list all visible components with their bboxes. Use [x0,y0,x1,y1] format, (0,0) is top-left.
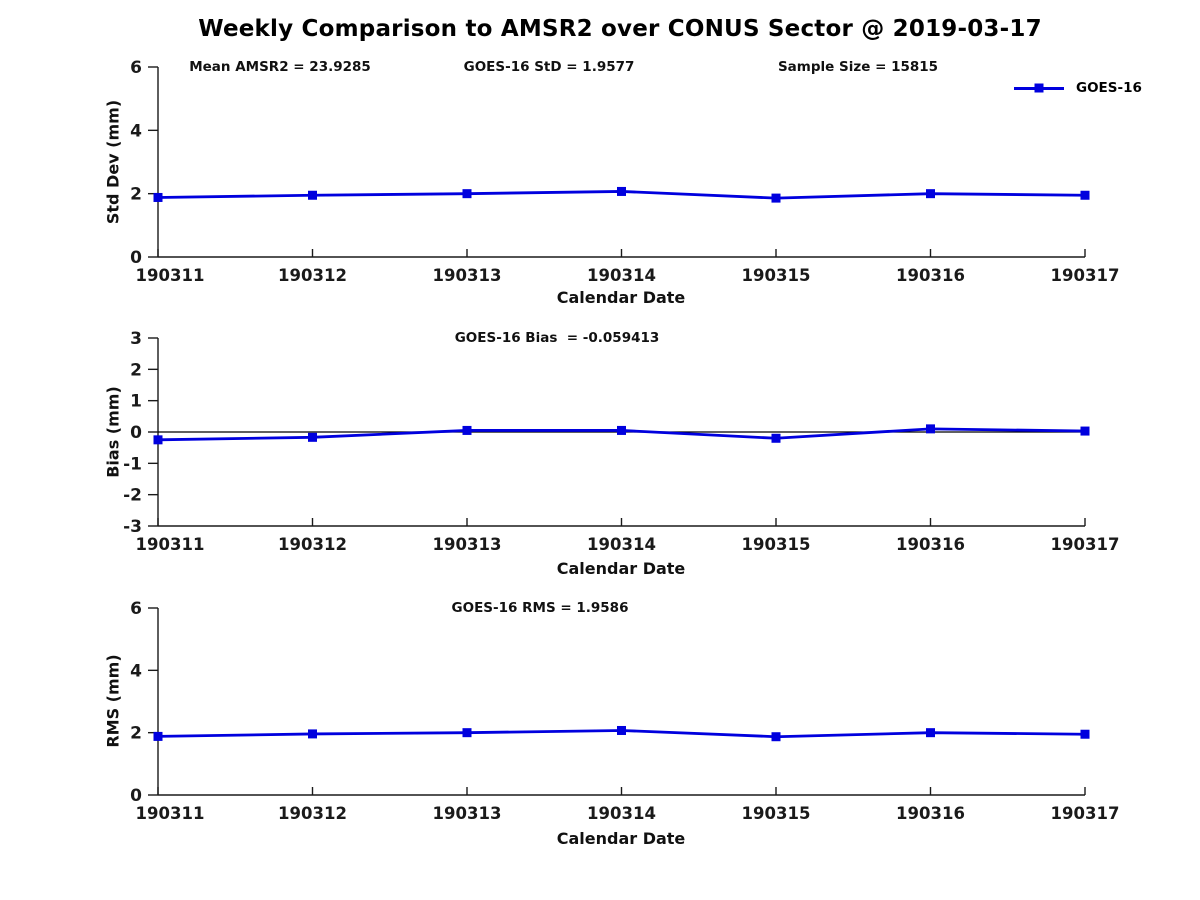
y-tick-label: 1 [130,392,142,412]
subplot-1: 0 2 4 6 190311 190312 190313 190314 190315 190316… [130,58,1119,285]
data-point-marker [153,435,163,445]
y-tick-label: 2 [130,724,142,744]
data-point-marker [1080,190,1090,200]
x-tick-label: 190317 [1051,535,1120,554]
x-tick-label: 190311 [136,266,205,285]
data-point-marker [462,728,472,738]
y-tick-label: 6 [130,58,142,78]
x-tick-label: 190315 [742,266,811,285]
y-tick-label: 6 [130,599,142,619]
data-point-marker [926,424,935,434]
data-point-marker [308,432,317,442]
x-tick-label: 190313 [433,804,502,823]
xlabel-calendar-date-2: Calendar Date [556,559,686,578]
data-point-marker [462,189,472,199]
y-tick-label: 0 [130,786,142,806]
data-point-marker [771,732,781,742]
x-tick-label: 190312 [278,804,347,823]
annotation-goes16-std: GOES-16 StD = 1.9577 [463,59,635,75]
data-point-marker [1080,729,1090,739]
data-point-marker [926,728,935,738]
x-tick-label: 190316 [896,535,965,554]
data-point-marker [617,186,626,196]
y-tick-label: 4 [130,661,142,681]
xlabel-calendar-date-1: Calendar Date [556,288,686,307]
data-point-marker [1080,426,1090,436]
subplot-3: 0 2 4 6 190311 190312 190313 190314 190315 190316… [130,599,1119,823]
y-tick-label: 4 [130,121,142,141]
y-tick-label: 0 [130,423,142,443]
legend: GOES-16 [1014,80,1142,96]
data-point-marker [462,425,472,435]
data-point-marker [153,192,163,202]
data-point-marker [771,193,781,203]
annotation-sample-size: Sample Size = 15815 [777,59,939,75]
data-point-marker [308,729,317,739]
figure-title: Weekly Comparison to AMSR2 over CONUS Se… [198,16,1042,42]
legend-square-marker-icon [1034,83,1044,93]
ylabel-rms: RMS (mm) [103,654,123,748]
xlabel-calendar-date-3: Calendar Date [556,829,686,848]
ylabel-bias: Bias (mm) [103,386,123,478]
y-tick-label: 2 [130,360,142,380]
x-tick-label: 190314 [587,266,656,285]
x-tick-label: 190312 [278,535,347,554]
subplot-title-rms: GOES-16 RMS = 1.9586 [451,600,629,616]
data-point-marker [771,433,781,443]
ylabel-stddev: Std Dev (mm) [103,99,123,225]
x-tick-label: 190312 [278,266,347,285]
y-tick-label: 2 [130,185,142,205]
x-tick-label: 190314 [587,535,656,554]
x-tick-label: 190315 [742,804,811,823]
x-tick-label: 190317 [1051,266,1120,285]
data-point-marker [926,189,935,199]
y-tick-label: -3 [123,517,142,537]
subplot-2: -3 -2 -1 0 1 2 3 190311 190312 190313 190314 190315… [123,329,1119,554]
x-tick-label: 190313 [433,535,502,554]
legend-line-sample [1014,83,1064,93]
data-point-marker [617,725,626,735]
x-tick-label: 190311 [136,804,205,823]
x-tick-label: 190315 [742,535,811,554]
legend-label: GOES-16 [1076,80,1142,96]
x-tick-label: 190317 [1051,804,1120,823]
subplot-title-bias: GOES-16 Bias = -0.059413 [454,330,660,346]
data-point-marker [153,731,163,741]
x-tick-label: 190313 [433,266,502,285]
x-tick-label: 190311 [136,535,205,554]
y-tick-label: -2 [123,486,142,506]
x-tick-label: 190314 [587,804,656,823]
data-point-marker [308,190,317,200]
x-tick-label: 190316 [896,266,965,285]
x-tick-label: 190316 [896,804,965,823]
annotation-mean-amsr2: Mean AMSR2 = 23.9285 [189,59,371,75]
y-tick-label: 3 [130,329,142,349]
data-point-marker [617,425,626,435]
y-tick-label: -1 [123,454,142,474]
y-tick-label: 0 [130,248,142,268]
